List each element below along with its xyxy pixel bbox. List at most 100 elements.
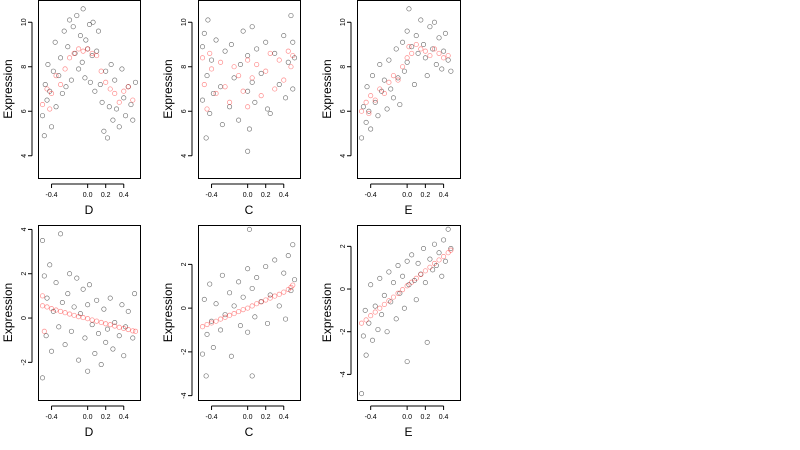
y-axis-label: Expression: [320, 59, 334, 118]
fitted-point: [281, 77, 287, 83]
fitted-point: [285, 286, 291, 293]
observed-point: [427, 24, 433, 30]
fitted-point: [107, 322, 113, 328]
observed-point: [105, 135, 111, 141]
fitted-point: [44, 304, 50, 310]
observed-point: [395, 263, 401, 269]
x-axis-label: C: [245, 425, 254, 439]
fitted-point: [53, 307, 59, 313]
observed-point: [227, 104, 233, 110]
observed-point: [53, 280, 59, 286]
panel-top-left: -0.4 0.0 0.2 0.4 D 4 6 8 10 Expression: [1, 0, 141, 217]
observed-point: [62, 342, 68, 348]
observed-point: [97, 82, 103, 88]
fitted-point: [76, 314, 82, 320]
observed-point: [364, 84, 370, 90]
x-axis-label: D: [85, 203, 94, 217]
plot-frame: [357, 0, 461, 179]
fitted-point: [288, 64, 294, 70]
fitted-point: [85, 316, 91, 322]
fitted-point: [80, 48, 86, 54]
fitted-point: [222, 84, 228, 90]
y-tick-label: 0: [340, 287, 347, 291]
x-tick-label: -0.4: [206, 414, 218, 421]
fitted-point: [390, 73, 397, 79]
fitted-point: [218, 59, 224, 65]
observed-point: [123, 113, 129, 119]
observed-point: [368, 126, 374, 132]
observed-point: [63, 84, 69, 90]
y-tick-label: 4: [21, 227, 28, 231]
observed-point: [292, 277, 298, 283]
fitted-point: [80, 315, 86, 321]
observed-point: [369, 73, 375, 79]
observed-point: [285, 59, 291, 65]
observed-point: [106, 104, 112, 110]
fitted-point: [48, 306, 55, 312]
fitted-point: [245, 305, 251, 311]
observed-point: [418, 271, 424, 277]
observed-point: [40, 113, 46, 119]
observed-point: [112, 319, 118, 325]
observed-point: [283, 316, 289, 322]
observed-point: [267, 110, 273, 116]
observed-point: [205, 17, 211, 23]
observed-point: [65, 44, 71, 50]
observed-point: [119, 302, 125, 308]
observed-point: [59, 90, 65, 96]
y-tick-label: 4: [21, 154, 28, 158]
fitted-point: [39, 293, 46, 299]
observed-point: [219, 272, 225, 278]
observed-point: [377, 275, 383, 281]
observed-point: [231, 75, 237, 81]
fitted-point: [201, 82, 207, 88]
fitted-point: [103, 79, 109, 85]
observed-point: [290, 39, 296, 45]
fitted-point: [290, 282, 296, 288]
fitted-point: [249, 303, 255, 309]
observed-point: [71, 304, 77, 310]
x-tick-label: 0.2: [420, 192, 430, 199]
fitted-point: [67, 311, 73, 317]
observed-point: [200, 44, 206, 50]
observed-point: [43, 333, 49, 339]
observed-point: [393, 316, 399, 322]
x-tick-label: -0.4: [365, 192, 377, 199]
observed-point: [379, 88, 385, 94]
observed-point: [65, 291, 71, 297]
observed-point: [207, 281, 213, 287]
observed-point: [87, 79, 93, 85]
observed-point: [52, 39, 58, 45]
x-tick-label: 0.4: [119, 192, 129, 199]
x-tick-label: 0.2: [420, 414, 430, 421]
fitted-point: [377, 305, 383, 311]
y-axis-label: Expression: [1, 283, 15, 342]
fitted-point: [386, 79, 392, 85]
observed-point: [47, 262, 53, 268]
observed-point: [125, 308, 131, 314]
observed-point: [219, 122, 225, 128]
plot-frame: [357, 225, 461, 401]
fitted-point: [359, 108, 365, 114]
y-tick-label: 0: [21, 316, 28, 320]
observed-point: [384, 329, 390, 335]
y-tick-label: 10: [181, 18, 188, 26]
observed-point: [415, 50, 421, 56]
fitted-point: [89, 317, 95, 323]
observed-point: [44, 295, 50, 301]
fitted-point: [386, 298, 392, 304]
panel-bottom-left: -0.4 0.0 0.2 0.4 D -2 0 2 4 Expression: [1, 225, 141, 439]
fitted-point: [71, 312, 77, 318]
observed-point: [381, 292, 387, 298]
observed-point: [236, 279, 242, 285]
x-tick-label: -0.4: [365, 414, 377, 421]
observed-point: [404, 359, 410, 365]
fitted-point: [204, 106, 210, 112]
y-axis-label: Expression: [161, 59, 175, 118]
observed-point: [290, 242, 296, 248]
observed-point: [82, 335, 88, 341]
observed-point: [85, 46, 91, 52]
observed-point: [288, 288, 294, 294]
observed-point: [245, 329, 251, 335]
panel-bottom-right: -0.4 0.0 0.2 0.4 E -4 -2 0 2 Expression: [320, 225, 461, 439]
